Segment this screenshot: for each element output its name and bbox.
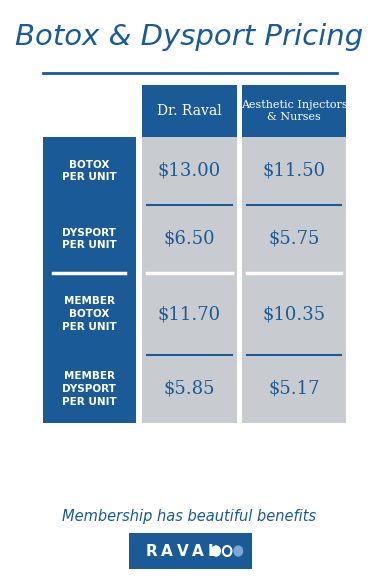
Text: V: V	[177, 543, 188, 559]
Text: $5.85: $5.85	[164, 380, 215, 398]
FancyBboxPatch shape	[242, 273, 346, 355]
FancyBboxPatch shape	[141, 205, 237, 273]
Text: $6.50: $6.50	[164, 230, 215, 248]
Text: R: R	[146, 543, 158, 559]
Text: A: A	[192, 543, 204, 559]
Text: L: L	[207, 543, 217, 559]
FancyBboxPatch shape	[242, 205, 346, 273]
FancyBboxPatch shape	[242, 85, 346, 137]
Text: MEMBER
DYSPORT
PER UNIT: MEMBER DYSPORT PER UNIT	[62, 371, 117, 407]
Text: $13.00: $13.00	[158, 162, 221, 180]
Text: DYSPORT
PER UNIT: DYSPORT PER UNIT	[62, 228, 117, 250]
Text: Aesthetic Injectors
& Nurses: Aesthetic Injectors & Nurses	[241, 100, 347, 122]
Text: $11.70: $11.70	[158, 305, 221, 323]
Text: MEMBER
BOTOX
PER UNIT: MEMBER BOTOX PER UNIT	[62, 296, 117, 332]
Text: $10.35: $10.35	[262, 305, 326, 323]
Circle shape	[212, 546, 220, 556]
FancyBboxPatch shape	[43, 137, 136, 423]
Text: $11.50: $11.50	[262, 162, 326, 180]
FancyBboxPatch shape	[141, 137, 237, 205]
FancyBboxPatch shape	[141, 273, 237, 355]
Text: Botox & Dysport Pricing: Botox & Dysport Pricing	[15, 23, 363, 51]
FancyBboxPatch shape	[141, 85, 237, 137]
Text: BOTOX
PER UNIT: BOTOX PER UNIT	[62, 160, 117, 183]
FancyBboxPatch shape	[141, 355, 237, 423]
Text: Membership has beautiful benefits: Membership has beautiful benefits	[63, 510, 316, 525]
FancyBboxPatch shape	[242, 137, 346, 205]
FancyBboxPatch shape	[242, 355, 346, 423]
Text: $5.75: $5.75	[268, 230, 319, 248]
Text: $5.17: $5.17	[268, 380, 319, 398]
Circle shape	[234, 546, 243, 556]
Circle shape	[223, 546, 232, 556]
Text: A: A	[161, 543, 173, 559]
Text: Dr. Raval: Dr. Raval	[157, 104, 222, 118]
FancyBboxPatch shape	[129, 533, 252, 569]
